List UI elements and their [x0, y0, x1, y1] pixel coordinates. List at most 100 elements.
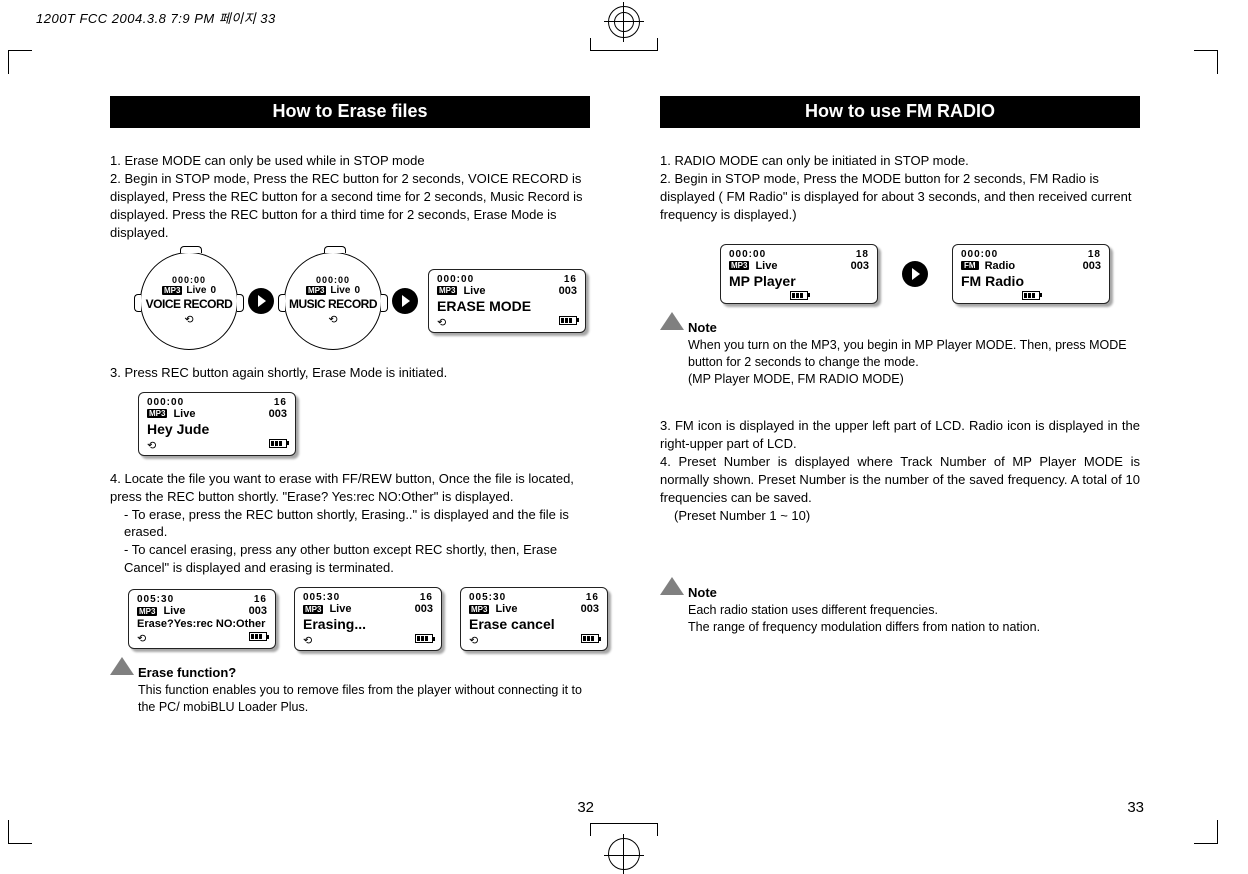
lcd-time: 000:00	[172, 275, 206, 285]
registration-mark-inner	[614, 12, 634, 32]
loop-icon: ⟲	[469, 634, 478, 647]
lcd-time: 000:00	[147, 397, 184, 408]
loop-icon: ⟲	[147, 439, 156, 452]
crop-mark-tl-h	[8, 50, 32, 51]
lcd-erase-yes: 005:3016 MP3Live003 Erase?Yes:rec NO:Oth…	[128, 589, 276, 649]
battery-icon	[415, 634, 433, 643]
lcd-16: 16	[274, 397, 287, 408]
lcd-live: Live	[463, 285, 485, 297]
mp3-icon: MP3	[137, 607, 157, 616]
lcd-003: 003	[581, 603, 599, 615]
arrow-icon	[902, 261, 928, 287]
lcd-003: 003	[249, 605, 267, 617]
lcd-time: 000:00	[316, 275, 350, 285]
lcd-main: Erase cancel	[469, 615, 599, 632]
left-column: How to Erase files 1. Erase MODE can onl…	[110, 86, 590, 810]
left-step4: Locate the file you want to erase with F…	[110, 471, 574, 504]
loop-icon: ⟲	[437, 316, 446, 329]
registration-mark-bottom	[608, 838, 640, 870]
right-column: How to use FM RADIO 1. RADIO MODE can on…	[660, 86, 1140, 810]
loop-icon: ⟲	[137, 632, 146, 645]
crop-mark-tl-v	[8, 50, 9, 74]
loop-icon: ⟲	[303, 634, 312, 647]
right-step4b: (Preset Number 1 ~ 10)	[660, 507, 810, 525]
crop-mark-tr-v	[1217, 50, 1218, 74]
crop-mark-br-h	[1194, 843, 1218, 844]
content-columns: How to Erase files 1. Erase MODE can onl…	[110, 86, 1178, 810]
right-note1-text-a: When you turn on the MP3, you begin in M…	[688, 337, 1140, 371]
center-top-bracket	[590, 38, 658, 51]
note-triangle-icon	[110, 657, 134, 675]
battery-icon	[1022, 291, 1040, 300]
lcd-main: MUSIC RECORD	[289, 296, 377, 311]
lcd-row-2: 000:00 16 MP3 Live 003 Hey Jude ⟲	[138, 392, 590, 456]
page-number-right: 33	[1127, 799, 1144, 816]
lcd-mp-player: 000:0018 MP3Live003 MP Player	[720, 244, 878, 304]
left-note-label: Erase function?	[138, 665, 236, 680]
lcd-live: Live	[330, 285, 350, 296]
lcd-radio: Radio	[985, 260, 1016, 272]
right-note-1: Note When you turn on the MP3, you begin…	[660, 320, 1140, 388]
lcd-erase-cancel: 005:3016 MP3Live003 Erase cancel ⟲	[460, 587, 608, 651]
lcd-row-fm: 000:0018 MP3Live003 MP Player 000:0018 F…	[720, 244, 1140, 304]
lcd-main: Hey Jude	[147, 420, 287, 437]
mp3-icon: MP3	[303, 605, 323, 614]
arrow-icon	[392, 288, 418, 314]
left-step4b: - To cancel erasing, press any other but…	[124, 542, 557, 575]
battery-icon	[249, 632, 267, 641]
lcd-main: Erasing...	[303, 615, 433, 632]
sheet: 1200T FCC 2004.3.8 7:9 PM 페이지 33 How to …	[0, 0, 1248, 856]
lcd-erase-mode: 000:00 16 MP3 Live 003 ERASE MODE ⟲	[428, 269, 586, 333]
loop-icon: ⟲	[184, 313, 193, 326]
battery-icon	[581, 634, 599, 643]
lcd-time: 000:00	[437, 274, 474, 285]
page-number-left: 32	[577, 799, 594, 816]
right-note2-label: Note	[688, 585, 717, 600]
lcd-main: FM Radio	[961, 272, 1101, 289]
battery-icon	[559, 316, 577, 325]
lcd-time: 000:00	[961, 249, 998, 260]
right-note1-label: Note	[688, 320, 717, 335]
lcd-003: 003	[415, 603, 433, 615]
right-step2: Begin in STOP mode, Press the MODE butto…	[660, 171, 1131, 222]
lcd-live: Live	[173, 408, 195, 420]
mp3-icon: MP3	[437, 286, 457, 295]
lcd-voice-record: 000:00 MP3Live0 VOICE RECORD ⟲	[140, 252, 238, 350]
left-banner: How to Erase files	[110, 96, 590, 128]
left-step3: Press REC button again shortly, Erase Mo…	[124, 365, 447, 380]
right-step3: FM icon is displayed in the upper left p…	[660, 418, 1140, 451]
lcd-row-3: 005:3016 MP3Live003 Erase?Yes:rec NO:Oth…	[128, 587, 590, 651]
right-note2-text-a: Each radio station uses different freque…	[688, 602, 1140, 619]
left-note: Erase function? This function enables yo…	[110, 665, 590, 716]
left-body: 1. Erase MODE can only be used while in …	[110, 152, 590, 242]
lcd-live: Live	[329, 603, 351, 615]
lcd-16: 16	[564, 274, 577, 285]
right-step4: Preset Number is displayed where Track N…	[660, 454, 1140, 505]
crop-mark-bl-v	[8, 820, 9, 844]
lcd-music-record: 000:00 MP3Live0 MUSIC RECORD ⟲	[284, 252, 382, 350]
lcd-live: Live	[495, 603, 517, 615]
right-note1-text-b: (MP Player MODE, FM RADIO MODE)	[688, 371, 1140, 388]
lcd-fm-radio: 000:0018 FMRadio003 FM Radio	[952, 244, 1110, 304]
note-triangle-icon	[660, 312, 684, 330]
lcd-003: 003	[851, 260, 869, 272]
arrow-icon	[248, 288, 274, 314]
lcd-live: Live	[163, 605, 185, 617]
mp3-icon: MP3	[147, 409, 167, 418]
lcd-main: ERASE MODE	[437, 297, 577, 314]
mp3-icon: MP3	[729, 261, 749, 270]
lcd-live: Live	[186, 285, 206, 296]
lcd-live: Live	[755, 260, 777, 272]
right-body-1: 1. RADIO MODE can only be initiated in S…	[660, 152, 1140, 224]
lcd-003: 003	[269, 408, 287, 420]
crop-mark-tr-h	[1194, 50, 1218, 51]
note-triangle-icon	[660, 577, 684, 595]
left-step4-block: 4. Locate the file you want to erase wit…	[110, 470, 590, 578]
lcd-003: 003	[559, 285, 577, 297]
lcd-main: MP Player	[729, 272, 869, 289]
page-header: 1200T FCC 2004.3.8 7:9 PM 페이지 33	[36, 8, 276, 27]
lcd-zero: 0	[210, 285, 216, 296]
crop-mark-bl-h	[8, 843, 32, 844]
lcd-main: Erase?Yes:rec NO:Other	[137, 617, 267, 630]
loop-icon: ⟲	[328, 313, 337, 326]
